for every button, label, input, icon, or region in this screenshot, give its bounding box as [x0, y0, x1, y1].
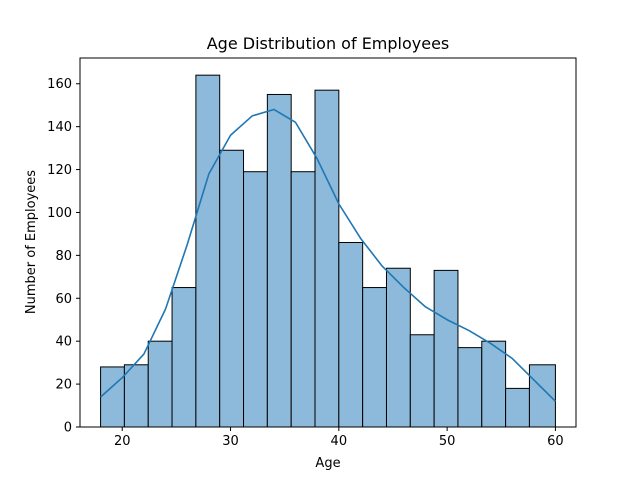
- histogram-bar: [243, 171, 268, 428]
- histogram-bar: [100, 366, 125, 428]
- histogram-bar: [195, 74, 221, 428]
- histogram-bar: [409, 334, 435, 428]
- x-tick-label: 20: [114, 434, 131, 449]
- y-axis-label: Number of Employees: [24, 170, 39, 314]
- histogram-bar: [219, 149, 245, 428]
- y-tick-label: 40: [55, 335, 72, 350]
- y-tick-label: 80: [55, 249, 72, 264]
- x-axis: 20 30 40 50 60: [114, 427, 564, 449]
- plot-frame: [79, 57, 577, 428]
- histogram-bar: [266, 93, 292, 428]
- histogram-bar: [481, 340, 507, 428]
- chart-title: Age Distribution of Employees: [207, 34, 450, 53]
- y-tick-label: 60: [55, 292, 72, 307]
- histogram-bar: [433, 269, 459, 428]
- histogram-bar: [528, 364, 556, 428]
- x-tick-label: 40: [331, 434, 348, 449]
- histogram-bar: [505, 387, 530, 428]
- bars-group: [100, 74, 556, 428]
- histogram-bar: [385, 267, 411, 428]
- kde-group: [100, 108, 556, 402]
- histogram-bar: [338, 242, 364, 428]
- histogram-bar: [171, 287, 197, 428]
- histogram-bar: [457, 347, 483, 428]
- y-tick-label: 120: [47, 163, 72, 178]
- y-tick-label: 20: [55, 378, 72, 393]
- y-tick-label: 0: [64, 421, 72, 436]
- histogram-bar: [123, 364, 149, 428]
- histogram-bar: [290, 171, 316, 428]
- y-tick-label: 160: [47, 77, 72, 92]
- x-tick-label: 50: [439, 434, 456, 449]
- x-axis-label: Age: [315, 456, 340, 471]
- x-tick-label: 60: [547, 434, 564, 449]
- y-tick-label: 140: [47, 120, 72, 135]
- y-tick-label: 100: [47, 206, 72, 221]
- histogram-bar: [147, 340, 173, 428]
- kde-curve: [100, 108, 556, 402]
- x-tick-label: 30: [222, 434, 239, 449]
- histogram-bar: [314, 89, 340, 428]
- y-axis: 0 20 40 60 80 100 120 140 160: [47, 77, 80, 436]
- histogram-bar: [362, 287, 387, 428]
